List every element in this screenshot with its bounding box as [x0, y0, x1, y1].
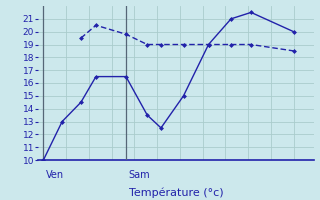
- Text: Ven: Ven: [46, 170, 64, 180]
- Text: Sam: Sam: [128, 170, 150, 180]
- Text: Température (°c): Température (°c): [129, 188, 223, 198]
